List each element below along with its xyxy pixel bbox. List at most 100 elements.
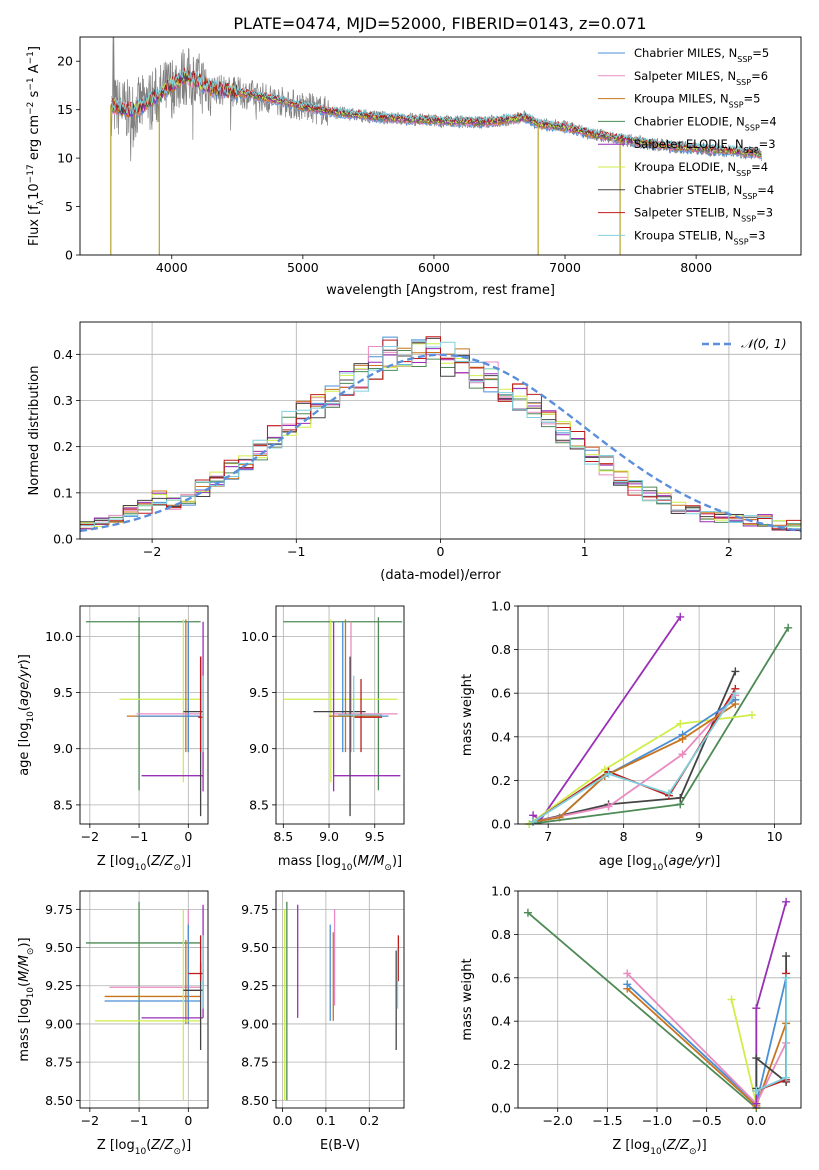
label-part: s: [27, 90, 42, 101]
y-axis-label: Flux [fλ10−17 erg cm−2 s−1 A−1]: [26, 46, 46, 246]
y-tick-label: 15: [57, 102, 73, 117]
x-tick-label: 9: [695, 829, 703, 844]
series-marker: [727, 995, 736, 1004]
axes-frame: [517, 605, 802, 825]
label-part: A: [27, 64, 42, 77]
y-tick-label: 0.3: [53, 393, 73, 408]
series-line: [529, 627, 789, 824]
series-marker: [604, 769, 613, 778]
legend-label-tail: =4: [757, 183, 774, 197]
y-tick-label: 9.50: [241, 940, 269, 955]
y-tick-label: 0.8: [491, 927, 511, 942]
legend-label-tail: =4: [751, 160, 768, 174]
series-marker: [678, 750, 687, 759]
label-part: ]: [27, 46, 42, 51]
x-tick-label: −1: [287, 544, 305, 559]
x-axis-label: Z [log10(Z/Z⊙)]: [612, 1138, 706, 1157]
series-line: [755, 956, 788, 1089]
y-tick-label: 0.2: [491, 773, 511, 788]
label-part: mass [log: [278, 854, 341, 869]
x-tick-label: −2: [81, 1113, 99, 1128]
x-tick-label: 6000: [418, 260, 450, 275]
axes-spectrum: 4000 5000 6000 7000 8000 0 5 10 15 20 Chabrier MIL…: [26, 36, 802, 298]
label-part: )]: [181, 854, 191, 869]
y-tick-label: 0.2: [53, 439, 73, 454]
x-tick-label: 9.0: [319, 829, 339, 844]
axes-frame: [275, 890, 405, 1109]
x-tick-label: 5000: [287, 260, 319, 275]
label-superscript: −1: [26, 77, 36, 90]
y-axis-label: mass [log10(M/M⊙)]: [17, 937, 36, 1061]
label-subscript: 10: [135, 863, 147, 873]
label-part: age [log: [17, 723, 32, 776]
y-tick-label: 0.0: [53, 532, 73, 547]
y-tick-label: 20: [57, 54, 73, 69]
label-part: (: [353, 854, 358, 869]
x-axis-label: wavelength [Angstrom, rest frame]: [326, 283, 555, 298]
x-tick-label: 8000: [680, 260, 712, 275]
series-marker: [604, 802, 613, 811]
label-part: (: [662, 1138, 667, 1153]
y-tick-label: 8.50: [45, 1093, 73, 1108]
legend-label-sub: SSP: [737, 55, 752, 64]
legend-label-tail: =3: [756, 206, 773, 220]
y-tick-label: 0.0: [491, 817, 511, 832]
series-marker: [731, 667, 740, 676]
label-part: (: [146, 1138, 151, 1153]
y-tick-label: 10.0: [241, 629, 269, 644]
y-tick-label: 9.0: [53, 741, 73, 756]
legend-label-main: Chabrier ELODIE, N: [634, 114, 745, 128]
series-marker: [782, 973, 791, 982]
legend-label-tail: =5: [752, 46, 769, 60]
series-marker: [555, 813, 564, 822]
y-tick-label: 10: [57, 151, 73, 166]
y-tick-label: 0.4: [491, 729, 511, 744]
label-subscript: 10: [135, 1147, 147, 1157]
y-tick-label: 9.5: [53, 685, 73, 700]
legend-label-main: Salpeter STELIB, N: [634, 206, 741, 220]
label-subscript: ⊙: [689, 1147, 697, 1157]
y-tick-label: 9.50: [45, 940, 73, 955]
label-italic: age/yr: [17, 663, 32, 706]
series-marker: [529, 817, 538, 826]
series-marker: [784, 623, 793, 632]
y-tick-label: 0.4: [53, 347, 73, 362]
label-subscript: 10: [650, 1147, 662, 1157]
label-part: (: [17, 982, 32, 987]
legend-label: Chabrier STELIB, NSSP=4: [634, 183, 774, 201]
label-part: Z [log: [612, 1138, 650, 1153]
x-tick-label: −1.5: [592, 1113, 622, 1128]
legend-label-main: Kroupa ELODIE, N: [634, 160, 736, 174]
legend-label: Chabrier ELODIE, NSSP=4: [634, 114, 777, 131]
label-part: )]: [181, 1138, 191, 1153]
axes-frame: [79, 605, 209, 825]
label-part: )]: [710, 854, 720, 869]
label-superscript: −1: [26, 51, 36, 64]
y-tick-label: 0: [65, 248, 73, 263]
legend-label: Salpeter ELODIE, NSSP=3: [634, 137, 776, 155]
x-tick-label: 1: [581, 544, 589, 559]
y-tick-label: 9.0: [249, 741, 269, 756]
y-tick-label: 0.6: [491, 970, 511, 985]
series-marker: [731, 700, 740, 709]
y-tick-label: 8.50: [241, 1093, 269, 1108]
y-tick-label: 9.75: [241, 902, 269, 917]
y-tick-label: 0.4: [491, 1014, 511, 1029]
legend-label-main: Chabrier STELIB, N: [634, 183, 742, 197]
y-axis-label: Normed distribution: [27, 366, 42, 496]
label-part: )]: [17, 937, 32, 947]
y-tick-label: 1.0: [491, 599, 511, 614]
axes-massweight-vs-Z: −2.0 −1.5 −1.0 −0.5 0.0 0.0 0.2 0.4 0.6 0.8 1.0 Z […: [460, 884, 802, 1157]
x-tick-label: 0.1: [316, 1113, 336, 1128]
label-subscript: ⊙: [26, 948, 36, 956]
y-tick-label: 10.0: [45, 629, 73, 644]
x-axis-label: Z [log10(Z/Z⊙)]: [97, 854, 191, 873]
axes-frame: [79, 890, 209, 1109]
legend-label-main: Salpeter ELODIE, N: [634, 137, 744, 151]
x-tick-label: 7000: [549, 260, 581, 275]
x-tick-label: 10: [767, 829, 783, 844]
label-part: Flux [f: [27, 205, 42, 246]
x-tick-label: −1: [130, 829, 148, 844]
x-axis-label: (data-model)/error: [380, 568, 501, 583]
